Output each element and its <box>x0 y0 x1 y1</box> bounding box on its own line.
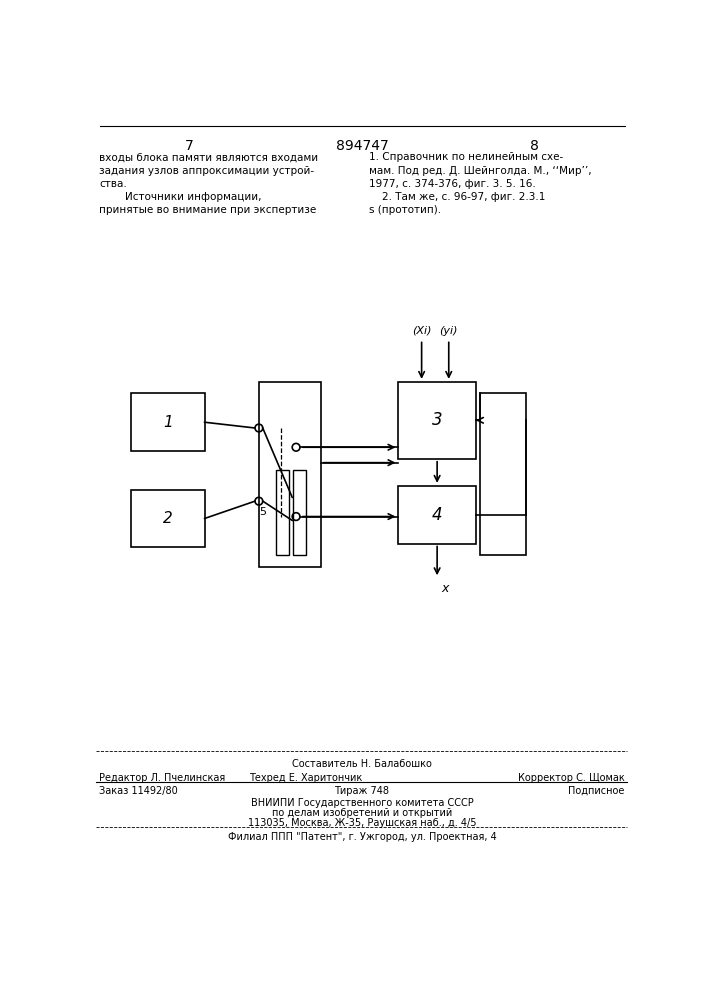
Text: 894747: 894747 <box>336 139 388 153</box>
Polygon shape <box>131 490 204 547</box>
Text: Филиал ППП "Патент", г. Ужгород, ул. Проектная, 4: Филиал ППП "Патент", г. Ужгород, ул. Про… <box>228 832 496 842</box>
Text: 8: 8 <box>530 139 539 153</box>
Text: 2: 2 <box>163 511 173 526</box>
Text: 7: 7 <box>185 139 194 153</box>
Polygon shape <box>293 470 306 555</box>
Text: Техред Е. Харитончик: Техред Е. Харитончик <box>249 773 362 783</box>
Text: 4: 4 <box>432 506 443 524</box>
Text: входы блока памяти являются входами
задания узлов аппроксимации устрой-
ства.
  : входы блока памяти являются входами зада… <box>99 152 318 215</box>
Text: Корректор С. Щомак: Корректор С. Щомак <box>518 773 625 783</box>
Text: 5: 5 <box>259 507 267 517</box>
Text: ВНИИПИ Государственного комитета СССР: ВНИИПИ Государственного комитета СССР <box>250 798 473 808</box>
Text: Подписное: Подписное <box>568 786 625 796</box>
Text: (Xi): (Xi) <box>412 326 431 336</box>
Polygon shape <box>131 393 204 451</box>
Text: Тираж 748: Тираж 748 <box>334 786 390 796</box>
Text: x: x <box>441 582 448 595</box>
Polygon shape <box>398 382 476 459</box>
Text: 113035, Москва, Ж-35, Раушская наб., д. 4/5: 113035, Москва, Ж-35, Раушская наб., д. … <box>247 818 477 828</box>
Text: 1. Справочник по нелинейным схе-
мам. Под ред. Д. Шейнголда. М., ‘‘Мир’’,
1977, : 1. Справочник по нелинейным схе- мам. По… <box>369 152 592 215</box>
Text: (yi): (yi) <box>440 326 458 336</box>
Text: Составитель Н. Балабошко: Составитель Н. Балабошко <box>292 759 432 769</box>
Polygon shape <box>480 393 526 555</box>
Polygon shape <box>398 486 476 544</box>
Polygon shape <box>276 470 289 555</box>
Polygon shape <box>259 382 321 567</box>
Text: 1: 1 <box>163 415 173 430</box>
Text: Редактор Л. Пчелинская: Редактор Л. Пчелинская <box>99 773 226 783</box>
Text: Заказ 11492/80: Заказ 11492/80 <box>99 786 178 796</box>
Text: 3: 3 <box>432 411 443 429</box>
Text: по делам изобретений и открытий: по делам изобретений и открытий <box>271 808 452 818</box>
